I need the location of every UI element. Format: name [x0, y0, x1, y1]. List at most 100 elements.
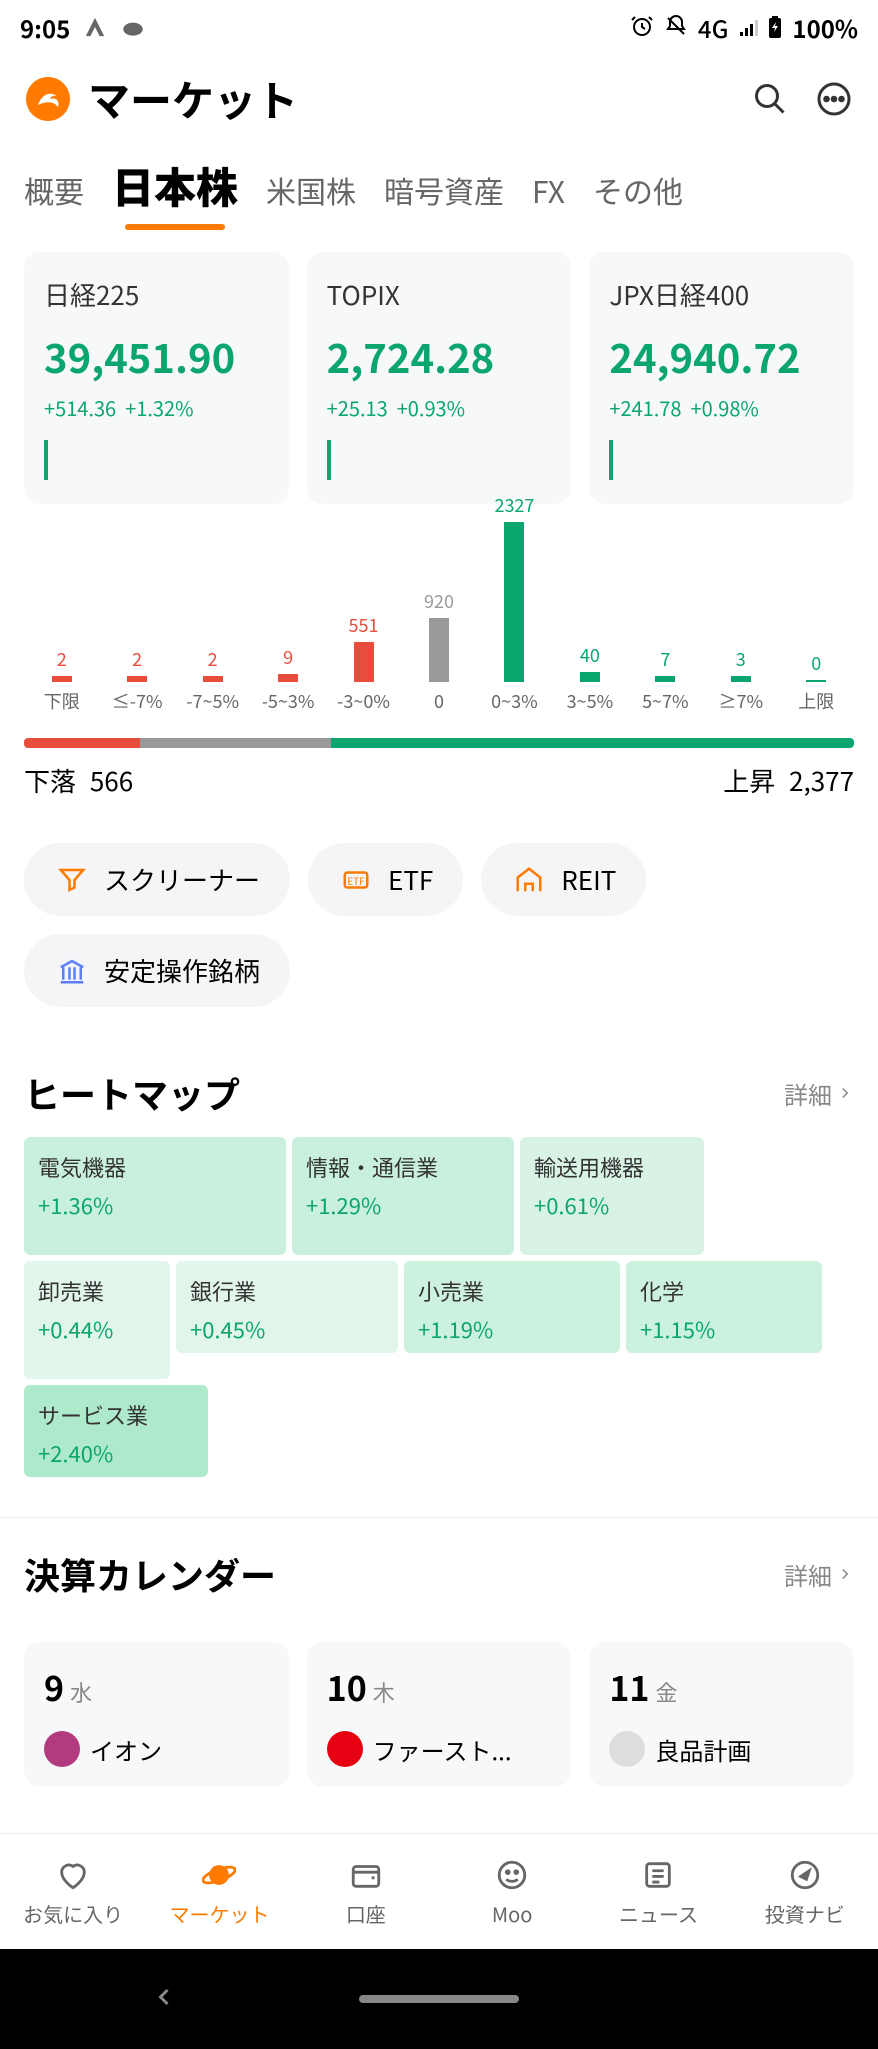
tab-3[interactable]: 暗号資産 — [384, 168, 504, 224]
company-name: イオン — [90, 1732, 162, 1767]
hist-col-10: 0 上限 — [779, 650, 854, 714]
company-logo-icon — [44, 1731, 80, 1767]
hist-value: 3 — [736, 646, 746, 672]
index-card-1[interactable]: TOPIX 2,724.28 +25.13 +0.93% — [307, 252, 572, 504]
nav-label: 投資ナビ — [765, 1899, 845, 1928]
index-name: JPX日経400 — [609, 276, 834, 313]
index-card-2[interactable]: JPX日経400 24,940.72 +241.78 +0.98% — [589, 252, 854, 504]
heat-cell-6[interactable]: 化学+1.15% — [626, 1261, 822, 1353]
heat-cell-5[interactable]: 小売業+1.19% — [404, 1261, 620, 1353]
hist-value: 2327 — [494, 492, 534, 518]
strip-segment — [24, 738, 140, 748]
nav-item-wallet[interactable]: 口座 — [293, 1834, 439, 1949]
hist-label: 上限 — [798, 688, 834, 714]
heat-cell-0[interactable]: 電気機器+1.36% — [24, 1137, 286, 1255]
sparkline — [609, 440, 613, 480]
distribution-histogram: 2 下限 2 ≤-7% 2 -7~5% 9 -5~3% 551 -3~0% 92… — [0, 504, 878, 724]
hist-label: ≤-7% — [112, 688, 163, 714]
quick-link-label: 安定操作銘柄 — [104, 952, 260, 989]
index-delta: +514.36 +1.32% — [44, 393, 269, 422]
tab-0[interactable]: 概要 — [24, 168, 84, 224]
hist-label: 0~3% — [491, 688, 538, 714]
nav-item-compass[interactable]: 投資ナビ — [732, 1834, 878, 1949]
hist-label: ≥7% — [719, 688, 764, 714]
market-tabs: 概要日本株米国株暗号資産 FX その他 — [0, 143, 878, 228]
bottom-nav: お気に入りマーケット口座Mooニュース投資ナビ — [0, 1833, 878, 1949]
quick-link-label: REIT — [561, 861, 616, 898]
more-icon[interactable] — [814, 79, 854, 119]
quick-link-3[interactable]: 安定操作銘柄 — [24, 934, 290, 1007]
hist-bar — [203, 676, 223, 682]
nav-item-heart[interactable]: お気に入り — [0, 1834, 146, 1949]
hist-value: 9 — [283, 644, 293, 670]
quick-link-2[interactable]: REIT — [481, 843, 646, 916]
tab-1[interactable]: 日本株 — [112, 155, 238, 228]
heat-cell-1[interactable]: 情報・通信業+1.29% — [292, 1137, 514, 1255]
calendar-card-1[interactable]: 10木 ファースト... — [307, 1642, 572, 1787]
alarm-icon — [630, 10, 654, 45]
heat-value: +1.15% — [640, 1313, 808, 1345]
up-summary: 上昇 2,377 — [723, 762, 854, 799]
heart-icon — [53, 1855, 93, 1895]
cal-dow: 金 — [655, 1676, 677, 1708]
calendar-card-2[interactable]: 11金 良品計画 — [589, 1642, 854, 1787]
search-icon[interactable] — [750, 79, 790, 119]
signal-icon — [738, 10, 758, 45]
hist-bar — [278, 674, 298, 682]
system-nav-bar — [0, 1949, 878, 2049]
heat-name: 輸送用機器 — [534, 1151, 690, 1183]
tab-4[interactable]: FX — [532, 168, 565, 224]
heat-cell-2[interactable]: 輸送用機器+0.61% — [520, 1137, 704, 1255]
heat-cell-4[interactable]: 銀行業+0.45% — [176, 1261, 398, 1353]
quick-link-1[interactable]: ETFETF — [308, 843, 463, 916]
funnel-icon — [54, 862, 90, 898]
hist-value: 7 — [660, 646, 670, 672]
tab-2[interactable]: 米国株 — [266, 168, 356, 224]
heat-cell-3[interactable]: 卸売業+0.44% — [24, 1261, 170, 1379]
system-home-pill[interactable] — [359, 1995, 519, 2003]
hist-bar — [731, 676, 751, 682]
calendar-card-0[interactable]: 9水 イオン — [24, 1642, 289, 1787]
calendar-title: 決算カレンダー — [24, 1548, 276, 1600]
cal-dow: 木 — [373, 1676, 395, 1708]
nav-label: マーケット — [169, 1899, 269, 1928]
heat-cell-7[interactable]: サービス業+2.40% — [24, 1385, 208, 1477]
index-card-0[interactable]: 日経225 39,451.90 +514.36 +1.32% — [24, 252, 289, 504]
index-delta: +241.78 +0.98% — [609, 393, 834, 422]
tab-5[interactable]: その他 — [593, 168, 683, 224]
nav-item-planet[interactable]: マーケット — [146, 1834, 292, 1949]
earnings-calendar: 9水 イオン 10木 ファースト... 11金 良品計画 — [0, 1618, 878, 1787]
quick-link-0[interactable]: スクリーナー — [24, 843, 290, 916]
calendar-more-button[interactable]: 詳細 — [784, 1557, 854, 1592]
heatmap-more-label: 詳細 — [784, 1076, 832, 1111]
mute-icon — [664, 10, 688, 45]
cal-date: 10 — [327, 1662, 367, 1711]
up-count: 2,377 — [789, 762, 854, 799]
hist-col-3: 9 -5~3% — [250, 644, 325, 714]
down-count: 566 — [90, 762, 133, 799]
company-name: 良品計画 — [655, 1732, 751, 1767]
hist-label: -3~0% — [337, 688, 390, 714]
cloud-icon — [120, 10, 146, 45]
down-summary: 下落 566 — [24, 762, 133, 799]
heat-name: 小売業 — [418, 1275, 606, 1307]
index-value: 2,724.28 — [327, 327, 552, 385]
hist-col-0: 2 下限 — [24, 646, 99, 714]
index-value: 39,451.90 — [44, 327, 269, 385]
nav-item-moo[interactable]: Moo — [439, 1834, 585, 1949]
status-time: 9:05 — [20, 10, 70, 45]
company-name: ファースト... — [373, 1732, 512, 1767]
heatmap-more-button[interactable]: 詳細 — [784, 1076, 854, 1111]
hist-bar — [580, 672, 600, 682]
quick-links: スクリーナーETFETF REIT 安定操作銘柄 — [0, 813, 878, 1037]
hist-label: -5~3% — [262, 688, 315, 714]
system-back-icon[interactable] — [150, 1983, 178, 2016]
quick-link-label: ETF — [388, 861, 433, 898]
index-value: 24,940.72 — [609, 327, 834, 385]
sparkline — [44, 440, 48, 480]
nav-item-news[interactable]: ニュース — [585, 1834, 731, 1949]
heat-value: +1.36% — [38, 1189, 272, 1221]
hist-bar — [806, 680, 826, 682]
down-label: 下落 — [24, 762, 76, 799]
calendar-section-header: 決算カレンダー 詳細 — [0, 1518, 878, 1618]
